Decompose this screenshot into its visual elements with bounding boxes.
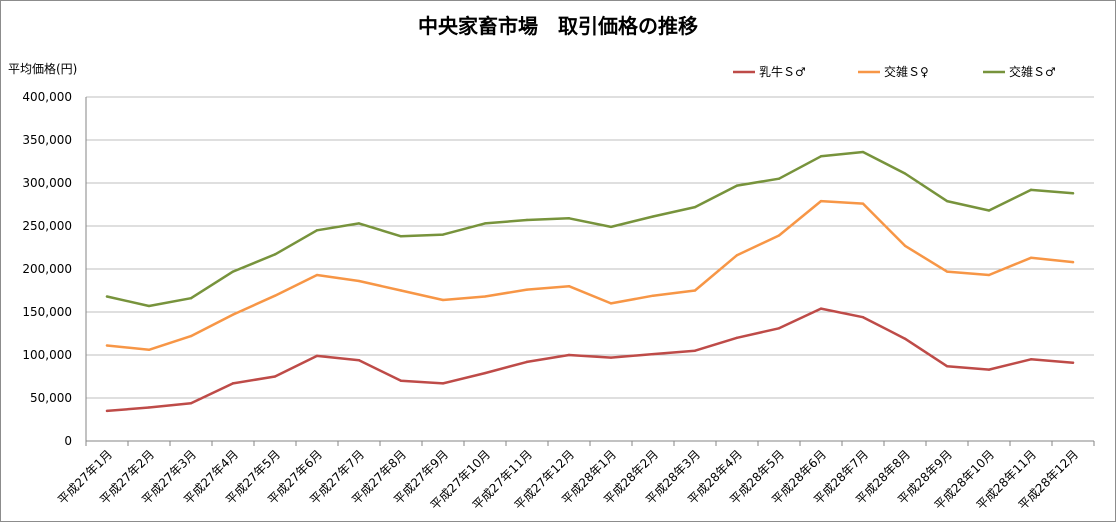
- y-tick-label: 0: [64, 434, 72, 448]
- y-tick-labels: 0 50,000 100,000 150,000 200,000 250,000 300,0…: [22, 90, 72, 448]
- data-point: [357, 279, 361, 283]
- data-point: [609, 302, 613, 305]
- series-line-0: [105, 307, 1075, 413]
- x-tick-labels: 平成27年1月平成27年2月平成27年3月平成27年4月平成27年5月平成27年…: [55, 447, 1081, 512]
- data-point: [105, 409, 109, 413]
- data-point: [1029, 256, 1033, 260]
- series-line-1: [105, 199, 1075, 352]
- data-point: [357, 358, 361, 362]
- data-point: [231, 270, 235, 273]
- data-point: [861, 202, 865, 205]
- data-point: [735, 254, 739, 257]
- data-point: [525, 360, 529, 364]
- data-point: [315, 273, 319, 277]
- y-tick-label: 300,000: [22, 176, 72, 190]
- data-point: [777, 234, 781, 237]
- data-point: [1071, 192, 1075, 195]
- data-point: [273, 294, 277, 297]
- data-point: [273, 253, 277, 256]
- data-point: [609, 225, 613, 229]
- data-point: [567, 353, 571, 357]
- data-point: [105, 344, 109, 347]
- data-point: [1071, 361, 1075, 364]
- data-point: [315, 354, 319, 358]
- data-point: [987, 368, 991, 371]
- data-point: [651, 294, 655, 297]
- data-point: [945, 270, 949, 273]
- data-point: [147, 304, 151, 308]
- data-point: [903, 337, 907, 340]
- data-point: [441, 233, 445, 236]
- legend: 乳牛Ｓ♂ 交雑Ｓ♀ 交雑Ｓ♂: [733, 64, 1056, 79]
- data-point: [735, 184, 739, 187]
- data-point: [861, 150, 865, 154]
- data-point: [147, 406, 151, 409]
- data-point: [483, 371, 487, 375]
- data-point: [189, 334, 193, 338]
- data-point: [903, 244, 907, 247]
- y-tick-label: 50,000: [30, 391, 72, 405]
- data-point: [441, 382, 445, 385]
- data-point: [399, 235, 403, 238]
- y-tick-label: 150,000: [22, 305, 72, 319]
- data-point: [609, 356, 613, 359]
- data-point: [399, 289, 403, 292]
- data-point: [819, 155, 823, 158]
- chart-title: 中央家畜市場 取引価格の推移: [418, 14, 698, 38]
- data-point: [231, 313, 235, 316]
- data-point: [861, 315, 865, 319]
- data-point: [903, 172, 907, 175]
- data-point: [567, 285, 571, 288]
- data-point: [651, 352, 655, 356]
- data-point: [525, 288, 529, 291]
- data-point: [357, 222, 361, 225]
- data-point: [1029, 358, 1033, 361]
- data-point: [777, 327, 781, 330]
- y-tick-label: 250,000: [22, 219, 72, 233]
- data-point: [147, 348, 151, 352]
- data-point: [819, 199, 823, 203]
- data-point: [231, 382, 235, 385]
- data-point: [945, 364, 949, 368]
- data-point: [1029, 188, 1033, 192]
- data-point: [105, 295, 109, 298]
- data-point: [315, 229, 319, 232]
- data-point: [651, 215, 655, 218]
- data-point: [189, 401, 193, 405]
- data-point: [777, 177, 781, 180]
- data-point: [189, 297, 193, 300]
- series-line-2: [105, 150, 1075, 308]
- gridlines: [86, 96, 1094, 399]
- y-tick-label: 350,000: [22, 133, 72, 147]
- data-point: [567, 217, 571, 220]
- data-point: [483, 295, 487, 298]
- data-point: [1071, 260, 1075, 264]
- y-tick-label: 200,000: [22, 262, 72, 276]
- data-point: [483, 222, 487, 225]
- data-point: [399, 379, 403, 382]
- data-point: [525, 218, 529, 222]
- data-point: [441, 298, 445, 302]
- axes: [85, 97, 1095, 446]
- legend-label: 交雑Ｓ♂: [1009, 64, 1056, 79]
- y-axis-label: 平均価格(円): [8, 61, 77, 76]
- data-point: [693, 289, 697, 292]
- data-point: [273, 375, 277, 378]
- data-point: [819, 307, 823, 310]
- data-point: [693, 205, 697, 209]
- y-tick-label: 100,000: [22, 348, 72, 362]
- legend-label: 交雑Ｓ♀: [884, 64, 929, 79]
- data-point: [735, 336, 739, 339]
- data-point: [987, 273, 991, 277]
- legend-label: 乳牛Ｓ♂: [759, 64, 806, 79]
- data-point: [945, 199, 949, 203]
- series-lines: [105, 150, 1075, 413]
- data-point: [987, 209, 991, 212]
- y-tick-label: 400,000: [22, 90, 72, 104]
- data-point: [693, 349, 697, 352]
